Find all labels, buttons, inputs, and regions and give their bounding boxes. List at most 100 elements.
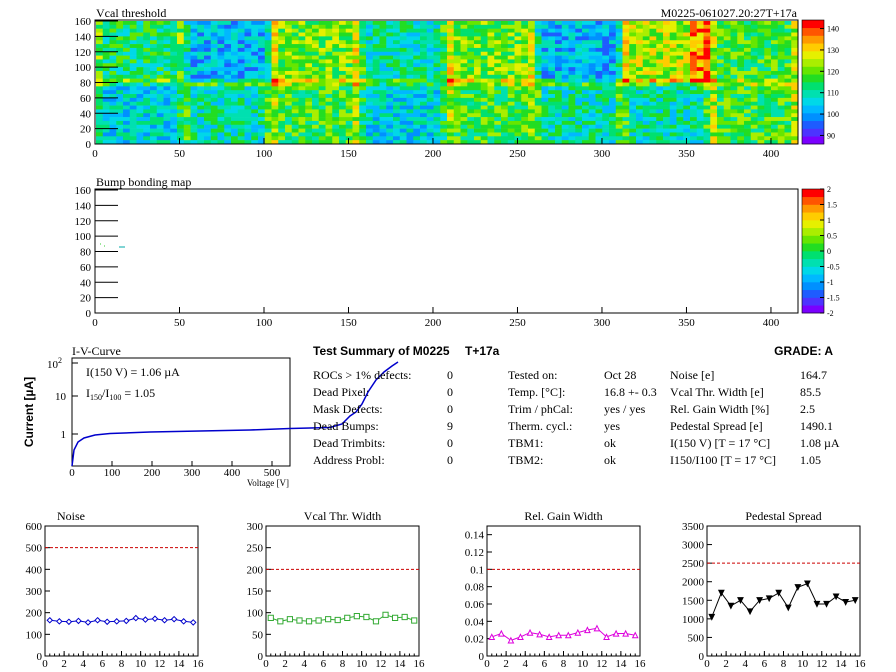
vcal-map-cell [528, 74, 536, 79]
vcal-map-cell [224, 67, 232, 72]
vcal-map-cell [690, 140, 698, 145]
vcal-map-cell [210, 136, 218, 141]
vcal-map-cell [582, 63, 590, 68]
roc-chart-x-tick-label: 2 [723, 658, 729, 670]
vcal-map-cell [352, 28, 360, 33]
vcal-map-cell [528, 128, 536, 133]
vcal-map-cell [285, 105, 293, 110]
vcal-map-cell [528, 36, 536, 41]
vcal-map-cell [237, 36, 245, 41]
vcal-map-cell [291, 105, 299, 110]
roc-chart-y-tick-label: 3000 [682, 540, 705, 552]
vcal-map-cell [224, 90, 232, 95]
vcal-map-cell [555, 90, 563, 95]
vcal-map-cell [764, 101, 772, 106]
vcal-map-cell [129, 74, 137, 79]
vcal-map-cell [467, 97, 475, 103]
vcal-map-cell [359, 47, 367, 53]
vcal-map-cell [460, 59, 468, 64]
vcal-map-cell [534, 40, 542, 45]
vcal-map-cell [231, 90, 239, 95]
vcal-map-cell [467, 21, 475, 26]
vcal-map-cell [163, 90, 171, 95]
vcal-map-cell [271, 47, 279, 53]
vcal-map-cell [757, 124, 765, 129]
vcal-map-cell [764, 90, 772, 95]
vcal-map-cell [669, 74, 677, 79]
vcal-map-cell [690, 70, 698, 76]
vcal-map-cell [642, 140, 650, 145]
vcal-map-cell [258, 140, 266, 145]
vcal-map-cell [345, 63, 353, 68]
vcal-map-cell [771, 28, 779, 33]
vcal-map-cell [447, 136, 455, 141]
vcal-map-cell [629, 28, 637, 33]
vcal-map-cell [771, 132, 779, 137]
vcal-map-cell [386, 117, 394, 122]
vcal-map-cell [204, 55, 212, 60]
vcal-map-cell [777, 124, 785, 129]
roc-chart-x-tick-label: 4 [523, 658, 529, 670]
vcal-map-cell [663, 32, 671, 37]
vcal-map-cell [487, 24, 495, 29]
vcal-map-cell [656, 24, 664, 29]
vcal-map-cell [521, 21, 529, 26]
vcal-map-cell [690, 113, 698, 118]
vcal-map-cell [318, 86, 326, 91]
vcal-map-cell [210, 28, 218, 33]
vcal-map-cell [480, 105, 488, 110]
vcal-map-cell [183, 140, 191, 145]
vcal-map-cell [197, 140, 205, 145]
vcal-map-cell [109, 32, 117, 37]
vcal-map-cell [278, 59, 286, 64]
vcal-map-cell [723, 132, 731, 137]
vcal-map-cell [771, 86, 779, 91]
vcal-map-cell [210, 105, 218, 110]
vcal-map-cell [507, 47, 515, 53]
vcal-map-cell [264, 74, 272, 79]
vcal-map-cell [777, 82, 785, 87]
vcal-map-cell [723, 105, 731, 110]
vcal-map-cell [406, 113, 414, 118]
vcal-map-cell [156, 59, 164, 64]
vcal-map-cell [345, 40, 353, 45]
vcal-map-cell [521, 63, 529, 68]
vcal-map-cell [764, 82, 772, 87]
vcal-map-cell [703, 120, 711, 126]
vcal-map-cell [595, 128, 603, 133]
vcal-map-cell [494, 28, 502, 33]
vcal-map-cell [723, 86, 731, 91]
vcal-map-cell [629, 70, 637, 76]
vcal-map-cell [332, 136, 340, 141]
vcal-map-cell [528, 140, 536, 145]
map-x-tick-label: 0 [92, 148, 98, 160]
vcal-map-cell [298, 86, 306, 91]
vcal-map-cell [676, 90, 684, 95]
vcal-map-cell [217, 136, 225, 141]
vcal-map-cell [150, 82, 158, 87]
vcal-map-cell [467, 140, 475, 145]
vcal-map-cell [116, 55, 124, 60]
vcal-map-cell [784, 24, 792, 29]
roc-chart-y-tick-label: 50 [252, 629, 264, 641]
vcal-map-cell [548, 36, 556, 41]
vcal-map-cell [690, 44, 698, 49]
vcal-map-cell [717, 47, 725, 53]
vcal-map-cell [217, 21, 225, 26]
vcal-map-cell [501, 117, 509, 122]
vcal-map-cell [609, 59, 617, 64]
vcal-map-cell [615, 36, 623, 41]
vcal-map-cell [487, 82, 495, 87]
vcal-map-cell [264, 136, 272, 141]
vcal-map-cell [615, 55, 623, 60]
vcal-map-cell [399, 105, 407, 110]
vcal-map-cell [575, 86, 583, 91]
vcal-map-cell [217, 32, 225, 37]
vcal-map-cell [231, 86, 239, 91]
vcal-map-cell [744, 36, 752, 41]
vcal-map-cell [696, 132, 704, 137]
vcal-map-cell [514, 51, 522, 56]
vcal-map-cell [460, 97, 468, 103]
vcal-map-cell [264, 32, 272, 37]
vcal-map-cell [163, 28, 171, 33]
